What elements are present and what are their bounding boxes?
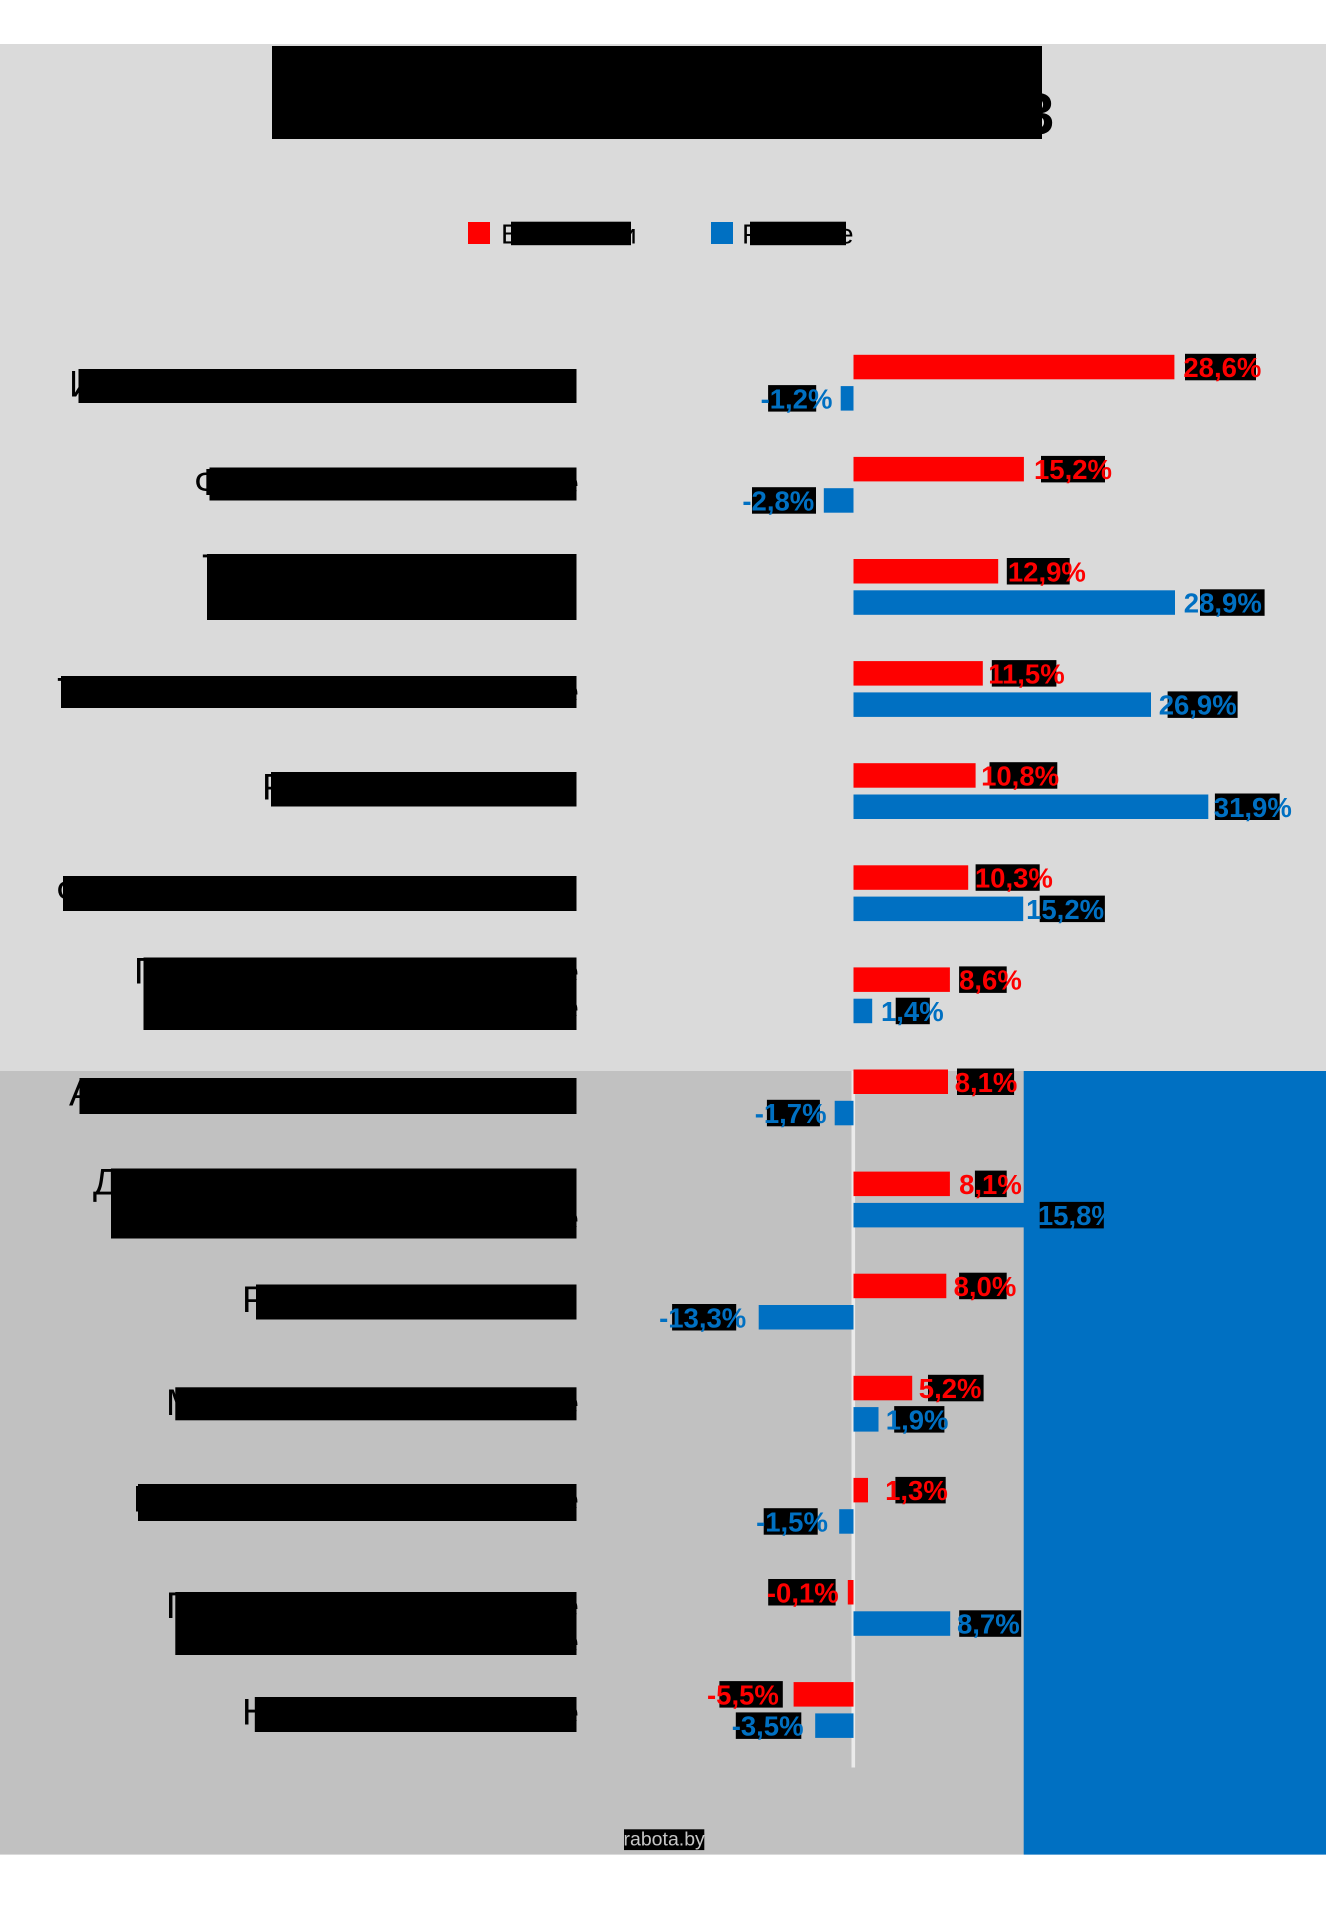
svg-text:15,2%: 15,2% — [1026, 894, 1104, 925]
svg-text:-13,3%: -13,3% — [659, 1302, 746, 1333]
svg-text:М: М — [166, 1382, 197, 1423]
svg-text:Т: Т — [57, 671, 80, 712]
svg-text:-3,5%: -3,5% — [732, 1711, 804, 1742]
svg-text:е: е — [559, 1479, 580, 1520]
svg-text:15,8%: 15,8% — [1038, 1200, 1116, 1231]
svg-text:Р: Р — [242, 1279, 267, 1320]
svg-text:31,9%: 31,9% — [1214, 792, 1292, 823]
svg-text:1,3%: 1,3% — [885, 1475, 948, 1506]
svg-text:rabota.by: rabota.by — [624, 1829, 706, 1851]
svg-text:8,6%: 8,6% — [959, 965, 1022, 996]
svg-text:-5,5%: -5,5% — [707, 1679, 779, 1710]
svg-text:-1,2%: -1,2% — [761, 383, 833, 414]
svg-text:Д: Д — [93, 1162, 118, 1203]
svg-text:15,2%: 15,2% — [1034, 454, 1112, 485]
svg-text:8,0%: 8,0% — [954, 1271, 1017, 1302]
svg-text:10,3%: 10,3% — [975, 863, 1053, 894]
svg-text:е: е — [559, 462, 580, 503]
svg-text:10,8%: 10,8% — [981, 761, 1059, 792]
svg-text:8,7%: 8,7% — [957, 1609, 1020, 1640]
svg-text:3: 3 — [1022, 82, 1054, 147]
svg-text:-0,1%: -0,1% — [767, 1577, 839, 1608]
svg-text:е: е — [559, 987, 580, 1028]
svg-text:-1,5%: -1,5% — [756, 1507, 828, 1538]
svg-text:-1,7%: -1,7% — [755, 1098, 827, 1129]
svg-text:1,4%: 1,4% — [881, 996, 944, 1027]
svg-text:е: е — [559, 671, 580, 712]
svg-text:е: е — [559, 1585, 580, 1626]
svg-text:е: е — [559, 951, 580, 992]
svg-text:8,1%: 8,1% — [959, 1169, 1022, 1200]
svg-text:-2,8%: -2,8% — [742, 486, 814, 517]
svg-text:5,2%: 5,2% — [919, 1373, 982, 1404]
svg-text:П: П — [134, 951, 161, 992]
svg-text:И: И — [69, 364, 96, 405]
svg-text:12,9%: 12,9% — [1008, 556, 1086, 587]
svg-text:26,9%: 26,9% — [1159, 690, 1237, 721]
svg-text:1,9%: 1,9% — [886, 1404, 949, 1435]
svg-text:е: е — [559, 1621, 580, 1662]
svg-text:11,5%: 11,5% — [988, 658, 1064, 689]
svg-text:П: П — [133, 1479, 160, 1520]
svg-text:е: е — [559, 1382, 580, 1423]
svg-text:28,9%: 28,9% — [1184, 588, 1262, 619]
svg-text:и: и — [621, 219, 637, 250]
svg-text:П: П — [166, 1585, 193, 1626]
svg-text:28,6%: 28,6% — [1183, 352, 1261, 383]
svg-text:Т: Т — [202, 547, 225, 588]
svg-text:Р: Р — [262, 767, 287, 808]
svg-text:8,1%: 8,1% — [955, 1067, 1018, 1098]
svg-text:е: е — [838, 219, 854, 250]
svg-text:А: А — [69, 1073, 94, 1114]
svg-text:Н: Н — [242, 1692, 269, 1733]
svg-text:е: е — [559, 1198, 580, 1239]
svg-text:Ф: Ф — [56, 871, 84, 912]
svg-text:Ф: Ф — [194, 462, 222, 503]
svg-text:е: е — [559, 1692, 580, 1733]
